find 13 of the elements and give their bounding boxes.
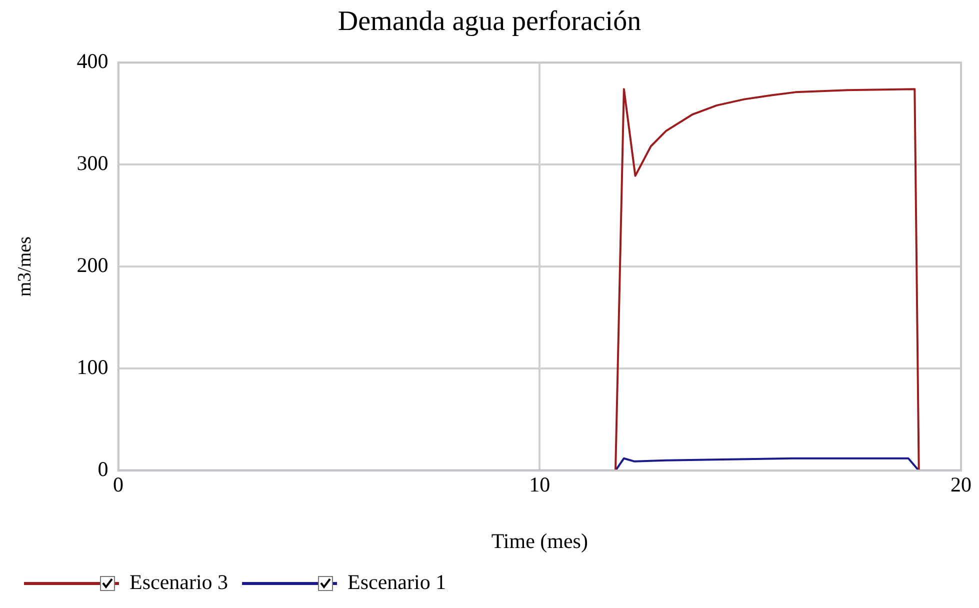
y-tick-label: 400 [76,49,108,74]
x-axis-title: Time (mes) [491,528,588,553]
y-tick-label: 200 [76,253,108,278]
x-tick-label: 10 [529,472,550,497]
x-tick-label: 0 [113,472,124,497]
y-tick-label: 300 [76,151,108,176]
chart-title: Demanda agua perforación [336,6,642,38]
legend-label: Escenario 3 [130,570,228,594]
y-axis-title: m3/mes [14,236,36,297]
y-tick-label: 100 [76,355,108,380]
x-tick-label: 20 [950,472,972,497]
y-tick-label: 0 [98,457,108,482]
legend-label: Escenario 1 [348,570,446,594]
